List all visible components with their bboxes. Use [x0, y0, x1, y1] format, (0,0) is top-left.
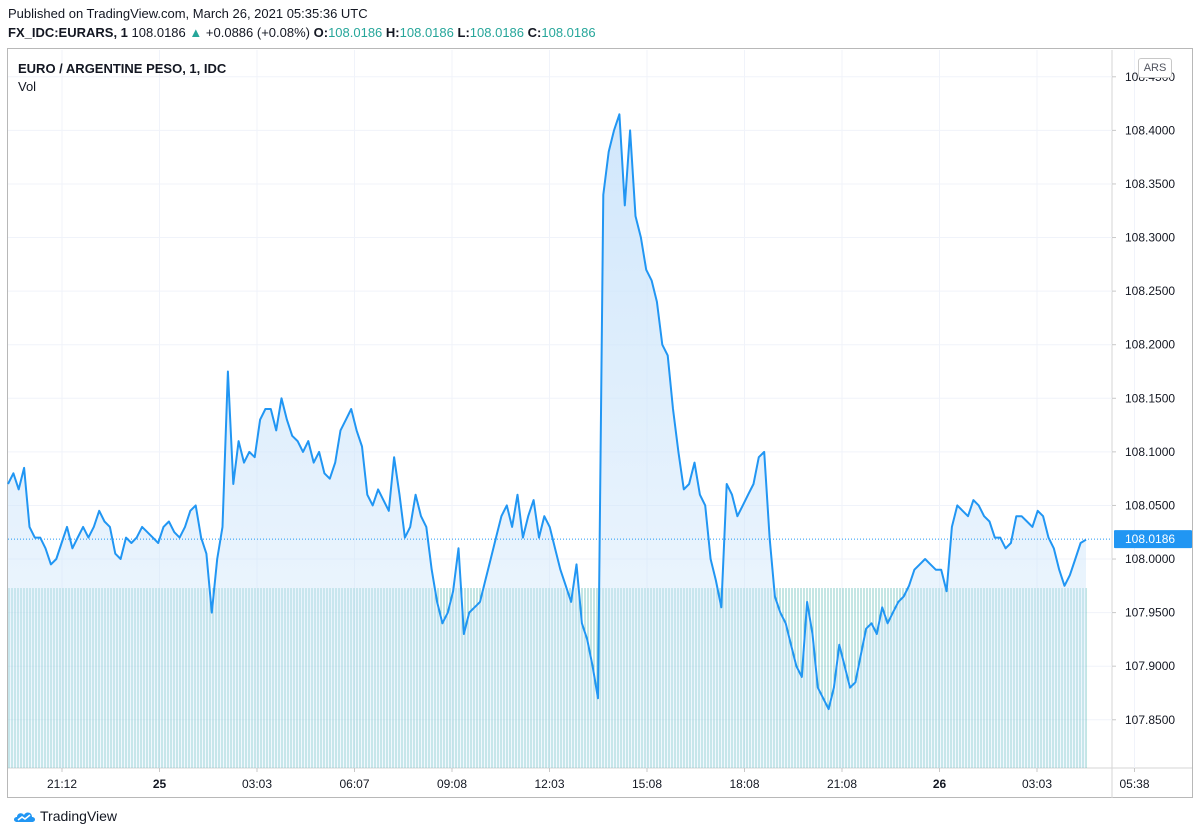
high-value: 108.0186 [399, 25, 454, 40]
y-tick-label: 108.0500 [1125, 498, 1175, 512]
low-value: 108.0186 [469, 25, 525, 40]
x-tick-label: 26 [933, 777, 947, 791]
y-tick-label: 108.3500 [1125, 177, 1175, 191]
x-tick-label: 15:08 [632, 777, 662, 791]
close-value: 108.0186 [541, 25, 596, 40]
time-axis: 21:12 25 03:03 06:07 09:08 12:03 15:08 18:08 21:… [47, 768, 1150, 791]
last-price-badge [1114, 530, 1192, 549]
last-price-badge-label: 108.0186 [1125, 532, 1175, 546]
y-tick-label: 108.1500 [1125, 391, 1175, 405]
ohlc-legend: FX_IDC:EURARS, 1 108.0186 ▲ +0.0886 (+0.… [8, 25, 596, 40]
up-arrow-icon: ▲ [189, 25, 203, 40]
last-price: 108.0186 [131, 25, 186, 40]
volume-label: Vol [18, 79, 37, 94]
footer-brand-text: TradingView [40, 808, 118, 824]
x-tick-label: 25 [153, 777, 167, 791]
series-title: EURO / ARGENTINE PESO, 1, IDC [18, 61, 227, 76]
high-label: H: [385, 25, 400, 40]
x-tick-label: 18:08 [729, 777, 759, 791]
x-tick-label: 06:07 [339, 777, 369, 791]
low-label: L: [457, 25, 470, 40]
tradingview-cloud-logo-icon [14, 812, 35, 822]
footer-brand: TradingView [12, 808, 117, 824]
open-label: O: [313, 25, 329, 40]
y-tick-label: 108.1000 [1125, 445, 1175, 459]
close-label: C: [527, 25, 542, 40]
y-tick-label: 108.2000 [1125, 338, 1175, 352]
x-tick-label: 03:03 [1022, 777, 1052, 791]
price-change: +0.0886 (+0.08%) [205, 25, 310, 40]
published-caption: Published on TradingView.com, March 26, … [8, 6, 368, 21]
y-tick-label: 107.9500 [1125, 606, 1175, 620]
y-tick-label: 108.3000 [1125, 231, 1175, 245]
price-area [7, 113, 1087, 769]
y-tick-label: 108.4000 [1125, 123, 1175, 137]
y-tick-label: 108.2500 [1125, 284, 1175, 298]
y-tick-label: 107.9000 [1125, 659, 1175, 673]
y-tick-label: 107.8500 [1125, 713, 1175, 727]
price-line [7, 113, 1087, 711]
x-tick-label: 05:38 [1119, 777, 1149, 791]
currency-button[interactable]: ARS [1138, 58, 1172, 78]
x-tick-label: 21:08 [827, 777, 857, 791]
open-value: 108.0186 [328, 25, 383, 40]
x-tick-label: 12:03 [534, 777, 564, 791]
x-tick-label: 09:08 [437, 777, 467, 791]
x-tick-label: 03:03 [242, 777, 272, 791]
price-area-fill [8, 114, 1086, 769]
y-tick-label: 108.0000 [1125, 552, 1175, 566]
chart-frame [7, 48, 1193, 798]
x-tick-label: 21:12 [47, 777, 77, 791]
symbol-label: FX_IDC:EURARS, 1 [8, 25, 128, 40]
price-axis: 108.4500108.4000108.3500108.3000108.2500… [1112, 70, 1175, 727]
last-price-marker: 108.0186 [8, 530, 1192, 549]
